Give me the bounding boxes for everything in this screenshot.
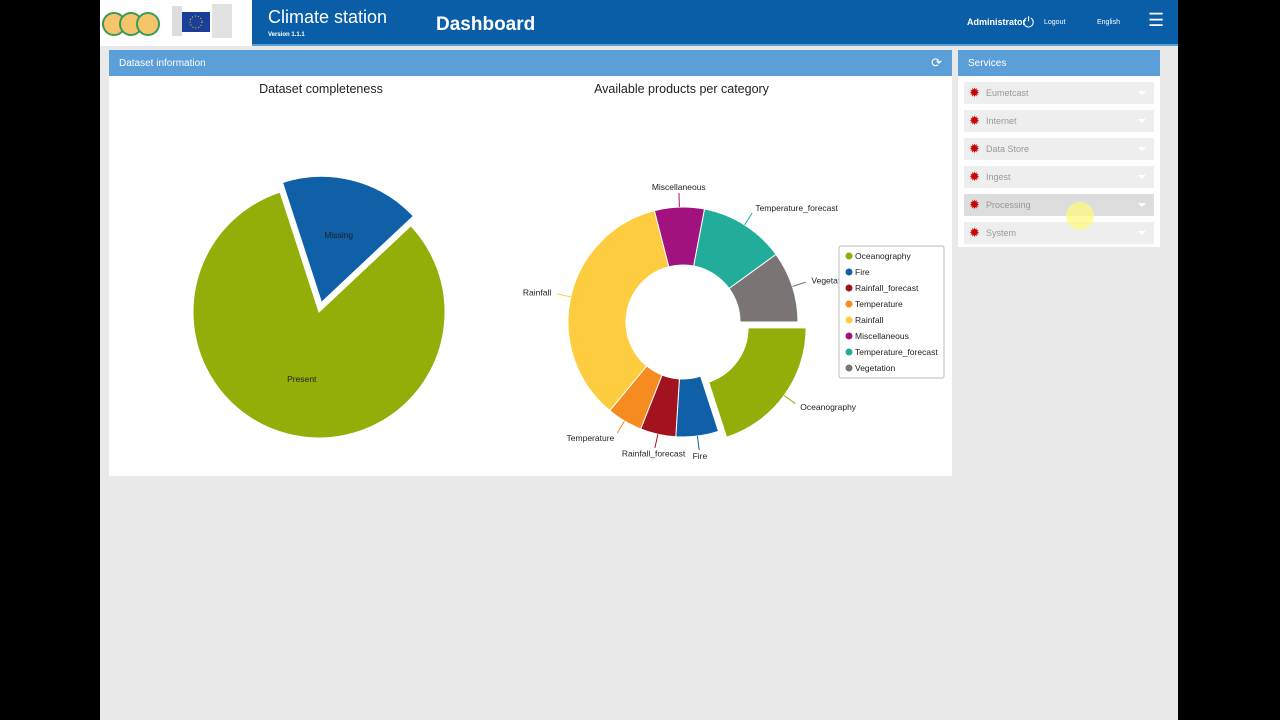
dataset-panel: Dataset information ⟳ Dataset completene… [109, 50, 952, 476]
service-label: Eumetcast [986, 88, 1029, 98]
logo-icon [102, 4, 232, 38]
chevron-down-icon[interactable] [1138, 203, 1146, 211]
logout-link[interactable]: Logout [1044, 19, 1066, 26]
chevron-down-icon[interactable] [1138, 175, 1146, 183]
app-title: Climate station [268, 7, 388, 27]
service-item[interactable]: ✹ Ingest [964, 166, 1154, 188]
legend-item[interactable]: Oceanography [855, 251, 912, 261]
label-connector [744, 212, 753, 226]
cursor-highlight [1066, 202, 1094, 230]
legend-item[interactable]: Fire [855, 267, 870, 277]
data-label: Miscellaneous [652, 182, 706, 192]
gear-icon: ✹ [969, 85, 980, 100]
data-label: Rainfall_forecast [622, 449, 686, 459]
data-label: Missing [324, 230, 353, 240]
menu-icon[interactable]: ☰ [1148, 10, 1165, 30]
chart-title: Dataset completeness [259, 82, 383, 96]
chevron-down-icon[interactable] [1138, 91, 1146, 99]
gear-icon: ✹ [969, 225, 980, 240]
legend-marker [845, 252, 853, 260]
version: Version 1.1.1 [268, 32, 305, 38]
power-icon[interactable]: ⏻ [1023, 14, 1035, 30]
slice-oceanography[interactable] [708, 327, 807, 438]
slice-missing[interactable] [281, 175, 415, 304]
data-label: Oceanography [800, 402, 857, 412]
language-select[interactable]: English [1097, 19, 1120, 26]
service-label: System [986, 228, 1017, 238]
service-label: Data Store [986, 144, 1030, 154]
label-connector [616, 420, 625, 434]
gear-icon: ✹ [969, 141, 980, 156]
slice-present[interactable] [192, 191, 446, 439]
gear-icon: ✹ [969, 169, 980, 184]
service-item[interactable]: ✹ Data Store [964, 138, 1154, 160]
app: Climate station Version 1.1.1 Dashboard … [100, 0, 1178, 720]
refresh-icon[interactable]: ⟳ [931, 55, 942, 70]
service-label: Ingest [986, 172, 1011, 182]
data-label: Fire [693, 451, 708, 461]
slice-vegetation[interactable] [728, 253, 799, 323]
legend-marker [845, 284, 853, 292]
legend: Oceanography Fire Rainfall_forecast Tempera… [838, 245, 945, 379]
label-connector [783, 395, 796, 405]
data-label: Present [287, 374, 317, 384]
gear-icon: ✹ [969, 197, 980, 212]
legend-item[interactable]: Temperature [855, 299, 903, 309]
legend-marker [845, 364, 853, 372]
gear-icon: ✹ [969, 113, 980, 128]
legend-item[interactable]: Rainfall_forecast [855, 283, 919, 293]
service-item[interactable]: ✹ Internet [964, 110, 1154, 132]
chevron-down-icon[interactable] [1138, 231, 1146, 239]
legend-item[interactable]: Miscellaneous [855, 331, 909, 341]
chevron-down-icon[interactable] [1138, 119, 1146, 127]
data-label: Vegetation [811, 275, 851, 285]
page-title: Dashboard [436, 14, 536, 35]
label-connector [654, 434, 659, 449]
service-item[interactable]: ✹ Processing [964, 194, 1154, 216]
user-name[interactable]: Administrator [967, 17, 1027, 27]
service-item[interactable]: ✹ Eumetcast [964, 82, 1154, 104]
data-label: Temperature [567, 433, 615, 443]
legend-marker [845, 268, 853, 276]
legend-marker [845, 300, 853, 308]
service-item[interactable]: ✹ System [964, 222, 1154, 244]
slice-rainfall[interactable] [567, 210, 670, 412]
legend-item[interactable]: Vegetation [855, 363, 895, 373]
service-label: Processing [986, 200, 1031, 210]
panel-header: Dataset information ⟳ [109, 50, 952, 76]
legend-item[interactable]: Rainfall [855, 315, 883, 325]
services-header: Services [958, 50, 1160, 76]
label-connector [792, 281, 806, 287]
logos [100, 0, 252, 46]
legend-item[interactable]: Temperature_forecast [855, 347, 938, 357]
label-connector [556, 293, 571, 298]
legend-marker [845, 332, 853, 340]
header: Climate station Version 1.1.1 Dashboard … [252, 0, 1178, 46]
chevron-down-icon[interactable] [1138, 147, 1146, 155]
services-panel: Services ✹ Eumetcast ✹ Internet ✹ Data Store ✹… [958, 50, 1160, 247]
legend-marker [845, 316, 853, 324]
label-connector [696, 436, 700, 451]
legend-marker [845, 348, 853, 356]
panel-title: Dataset information [119, 58, 206, 69]
chart-title: Available products per category [594, 82, 769, 96]
service-label: Internet [986, 116, 1017, 126]
charts: Missing Present Oceanography Fire Rainfall_f… [192, 175, 945, 461]
data-label: Temperature_forecast [755, 203, 838, 213]
data-label: Rainfall [523, 288, 551, 298]
